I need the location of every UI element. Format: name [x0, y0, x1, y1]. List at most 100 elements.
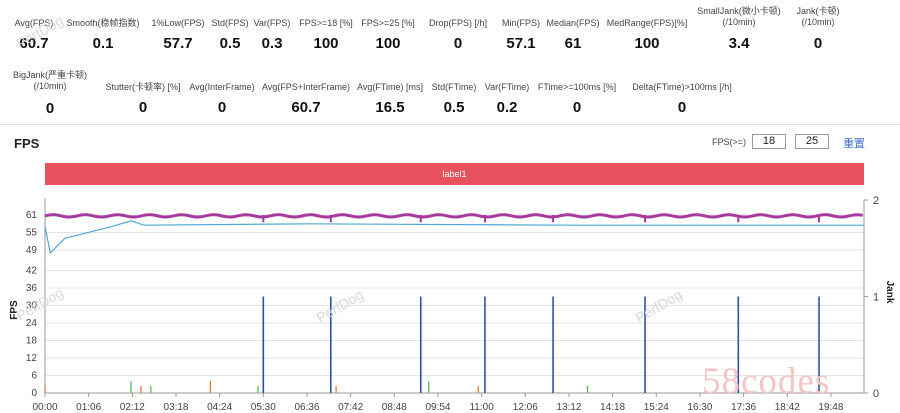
label-bar[interactable]: label1 — [45, 163, 864, 185]
metric-value: 0.5 — [219, 35, 241, 52]
metric-label-unit: (/10min) — [801, 17, 835, 27]
metric-delta-ftime: Delta(FTime)>100ms [/h] 0 — [632, 82, 731, 116]
metric-value: 57.1 — [506, 35, 536, 52]
metric-avg-ftime: Avg(FTime) [ms] 16.5 — [357, 82, 423, 116]
x-tick-label: 09:54 — [425, 402, 450, 413]
section-divider — [0, 124, 900, 125]
metric-value: 0.2 — [496, 99, 518, 116]
fps-threshold-high-input[interactable]: 25 — [795, 134, 829, 149]
metric-label: Avg(InterFrame) — [189, 82, 255, 92]
metric-label: FPS>=25 [%] — [361, 18, 415, 28]
metric-value: 100 — [634, 35, 660, 52]
x-tick-label: 05:30 — [251, 402, 276, 413]
x-tick-label: 13:12 — [556, 402, 581, 413]
metric-fps-ge-25: FPS>=25 [%] 100 — [361, 18, 415, 52]
x-tick-label: 14:18 — [600, 402, 625, 413]
metric-value: 0.1 — [92, 35, 114, 52]
metric-label: Delta(FTime)>100ms [/h] — [632, 82, 732, 92]
x-tick-label: 06:36 — [294, 402, 319, 413]
y2-tick-label: 0 — [873, 388, 879, 400]
y-tick-label: 12 — [26, 353, 38, 364]
metric-value: 0 — [138, 99, 148, 116]
fps-threshold-low-input[interactable]: 18 — [752, 134, 786, 149]
y-axis-title: FPS — [9, 300, 20, 320]
x-tick-label: 19:48 — [818, 402, 843, 413]
y-tick-label: 55 — [26, 228, 38, 239]
metric-value: 0 — [45, 100, 55, 117]
metric-label: FTime>=100ms [%] — [537, 82, 617, 92]
metric-avg-fps-interframe: Avg(FPS+InterFrame) 60.7 — [262, 82, 350, 116]
fps-line — [44, 213, 863, 219]
y2-axis-title: Jank — [884, 281, 895, 304]
interframe-line — [44, 220, 864, 255]
metric-value: 61 — [564, 35, 582, 52]
metric-smooth: Smooth(稳帧指数) 0.1 — [66, 18, 139, 52]
metric-min-fps: Min(FPS) 57.1 — [502, 18, 540, 52]
metric-label: Var(FTime) — [484, 82, 530, 92]
y-tick-label: 18 — [26, 335, 38, 346]
metric-value: 0 — [453, 35, 463, 52]
metric-value: 0.3 — [261, 35, 283, 52]
y-tick-label: 36 — [26, 283, 38, 294]
metric-std-fps: Std(FPS) 0.5 — [211, 18, 248, 52]
metric-var-fps: Var(FPS) 0.3 — [254, 18, 291, 52]
metric-label: Min(FPS) — [502, 18, 540, 28]
metric-value: 0 — [572, 99, 582, 116]
metrics-row-2: BigJank(严重卡顿) (/10min) 0 Stutter(卡顿率) [%… — [0, 70, 900, 130]
y-tick-label: 0 — [31, 388, 37, 399]
metric-value: 60.7 — [19, 35, 49, 52]
metric-label: FPS>=18 [%] — [299, 18, 353, 28]
metrics-row-1: Avg(FPS) 60.7 Smooth(稳帧指数) 0.1 1%Low(FPS… — [0, 6, 900, 66]
metric-jank: Jank(卡顿) (/10min) 0 — [796, 6, 839, 52]
y-tick-label: 24 — [26, 318, 38, 329]
metric-label: Drop(FPS) [/h] — [428, 18, 488, 28]
metric-avg-fps: Avg(FPS) 60.7 — [15, 18, 54, 52]
fps-section-title: FPS — [14, 136, 40, 151]
metric-value: 60.7 — [291, 99, 321, 116]
reset-button[interactable]: 重置 — [843, 138, 865, 150]
metric-label-unit: (/10min) — [33, 81, 67, 91]
metric-label-unit: (/10min) — [722, 17, 756, 27]
metric-small-jank: SmallJank(微小卡顿) (/10min) 3.4 — [697, 6, 781, 52]
metric-label: MedRange(FPS)[%] — [606, 18, 688, 28]
metric-label: Std(FTime) — [431, 82, 477, 92]
metric-label: Var(FPS) — [253, 18, 291, 28]
x-tick-label: 16:30 — [687, 402, 712, 413]
metric-medrange-fps: MedRange(FPS)[%] 100 — [607, 18, 688, 52]
x-tick-label: 08:48 — [382, 402, 407, 413]
y-tick-label: 49 — [26, 245, 38, 256]
metric-label: BigJank(严重卡顿) — [12, 70, 88, 80]
metric-label: Avg(FPS) — [14, 18, 54, 28]
y-tick-label: 6 — [31, 370, 37, 381]
metric-value: 100 — [313, 35, 339, 52]
metric-value: 0.5 — [443, 99, 465, 116]
x-tick-label: 11:00 — [469, 402, 494, 413]
y2-tick-label: 2 — [873, 195, 879, 207]
x-tick-label: 18:42 — [775, 402, 800, 413]
metric-value: 0 — [217, 99, 227, 116]
metric-label: Smooth(稳帧指数) — [66, 18, 140, 28]
x-tick-label: 15:24 — [644, 402, 669, 413]
x-tick-label: 00:00 — [32, 402, 57, 413]
x-tick-label: 01:06 — [76, 402, 101, 413]
y2-tick-label: 1 — [873, 292, 879, 304]
y-tick-label: 30 — [26, 300, 38, 311]
metric-label: SmallJank(微小卡顿) — [697, 6, 781, 16]
x-tick-label: 02:12 — [120, 402, 145, 413]
fps-threshold-label: FPS(>=) — [712, 137, 747, 147]
metric-value: 3.4 — [728, 35, 750, 52]
metric-value: 100 — [375, 35, 401, 52]
metric-fps-ge-18: FPS>=18 [%] 100 — [299, 18, 353, 52]
x-tick-label: 07:42 — [338, 402, 363, 413]
metric-label: Avg(FPS+InterFrame) — [261, 82, 351, 92]
metric-label: Avg(FTime) [ms] — [356, 82, 424, 92]
metric-value: 0 — [813, 35, 823, 52]
metric-value: 57.7 — [163, 35, 193, 52]
metric-label: 1%Low(FPS) — [151, 18, 205, 28]
metric-label: Jank(卡顿) — [796, 6, 840, 16]
x-tick-label: 03:18 — [163, 402, 188, 413]
y-tick-label: 42 — [26, 265, 38, 276]
metric-value: 0 — [677, 99, 687, 116]
x-tick-label: 04:24 — [207, 402, 232, 413]
